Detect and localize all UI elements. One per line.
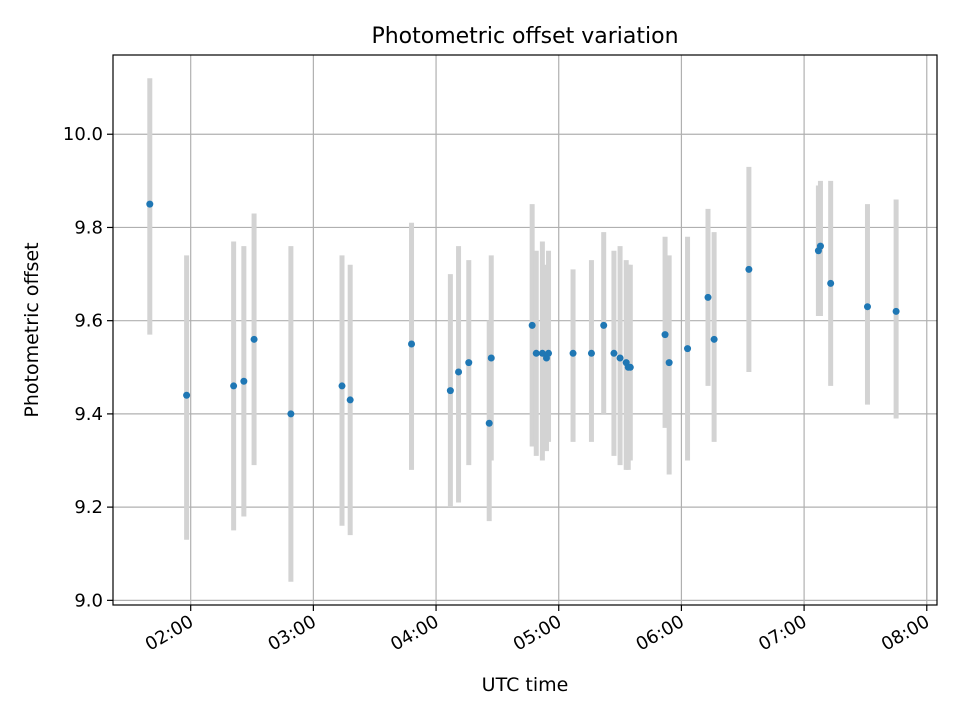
data-point: [240, 377, 248, 385]
chart-title: Photometric offset variation: [371, 24, 678, 49]
data-point: [455, 368, 463, 376]
y-axis-label: Photometric offset: [21, 242, 43, 417]
data-point: [710, 335, 718, 343]
data-point: [338, 382, 346, 390]
data-points: [146, 200, 900, 427]
data-point: [545, 349, 553, 357]
data-point: [610, 349, 618, 357]
data-point: [538, 349, 546, 357]
axes-frame: [112, 54, 938, 606]
data-point: [665, 359, 673, 367]
data-point: [626, 363, 634, 371]
data-point: [146, 200, 154, 208]
data-point: [230, 382, 238, 390]
data-point: [465, 359, 473, 367]
data-point: [287, 410, 295, 418]
data-point: [532, 349, 540, 357]
data-point: [569, 349, 577, 357]
data-point: [827, 279, 835, 287]
data-point: [745, 265, 753, 273]
data-point: [485, 419, 493, 427]
y-tick-label: 9.2: [74, 497, 103, 518]
y-tick-label: 9.8: [74, 217, 103, 238]
data-point: [816, 242, 824, 250]
data-point: [446, 387, 454, 395]
data-point: [704, 293, 712, 301]
data-point: [346, 396, 354, 404]
data-point: [587, 349, 595, 357]
data-point: [863, 303, 871, 311]
data-point: [661, 331, 669, 339]
data-point: [528, 321, 536, 329]
data-point: [250, 335, 258, 343]
y-tick-label: 9.0: [74, 590, 103, 611]
data-point: [408, 340, 416, 348]
y-tick-label: 9.4: [74, 404, 103, 425]
y-tick-label: 10.0: [63, 124, 103, 145]
grid-lines: [113, 55, 937, 605]
data-point: [616, 354, 624, 362]
data-point: [600, 321, 608, 329]
data-point: [487, 354, 495, 362]
data-point: [892, 307, 900, 315]
data-point: [684, 345, 692, 353]
y-tick-label: 9.6: [74, 311, 103, 332]
x-axis-label: UTC time: [482, 674, 569, 696]
y-axis-ticks: 9.0 9.2 9.4 9.6 9.8 10.0: [63, 124, 113, 611]
data-point: [183, 391, 191, 399]
